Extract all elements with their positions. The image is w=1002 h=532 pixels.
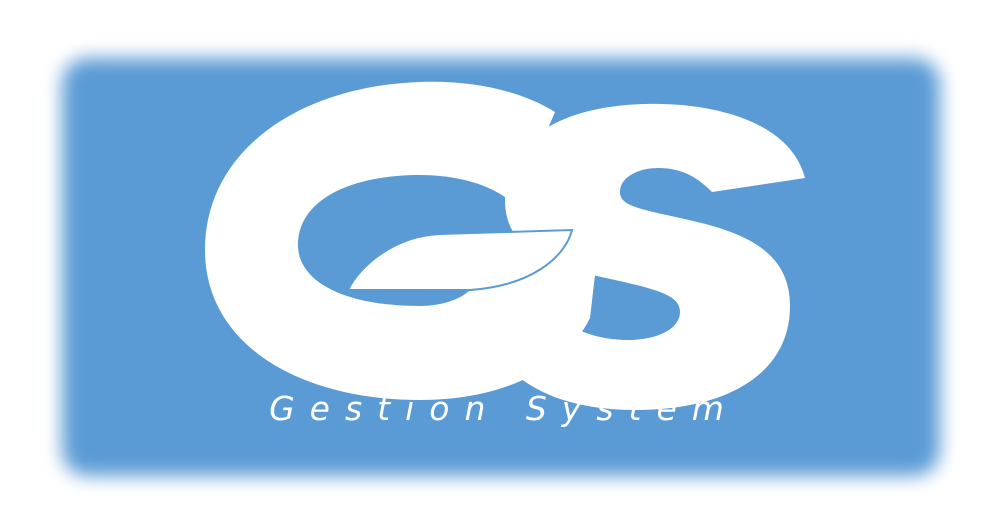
tagline-text: Gestion System <box>269 389 739 428</box>
swoosh-accent <box>346 228 574 291</box>
letter-s-shape <box>505 103 805 410</box>
letter-g-shape <box>205 81 600 400</box>
